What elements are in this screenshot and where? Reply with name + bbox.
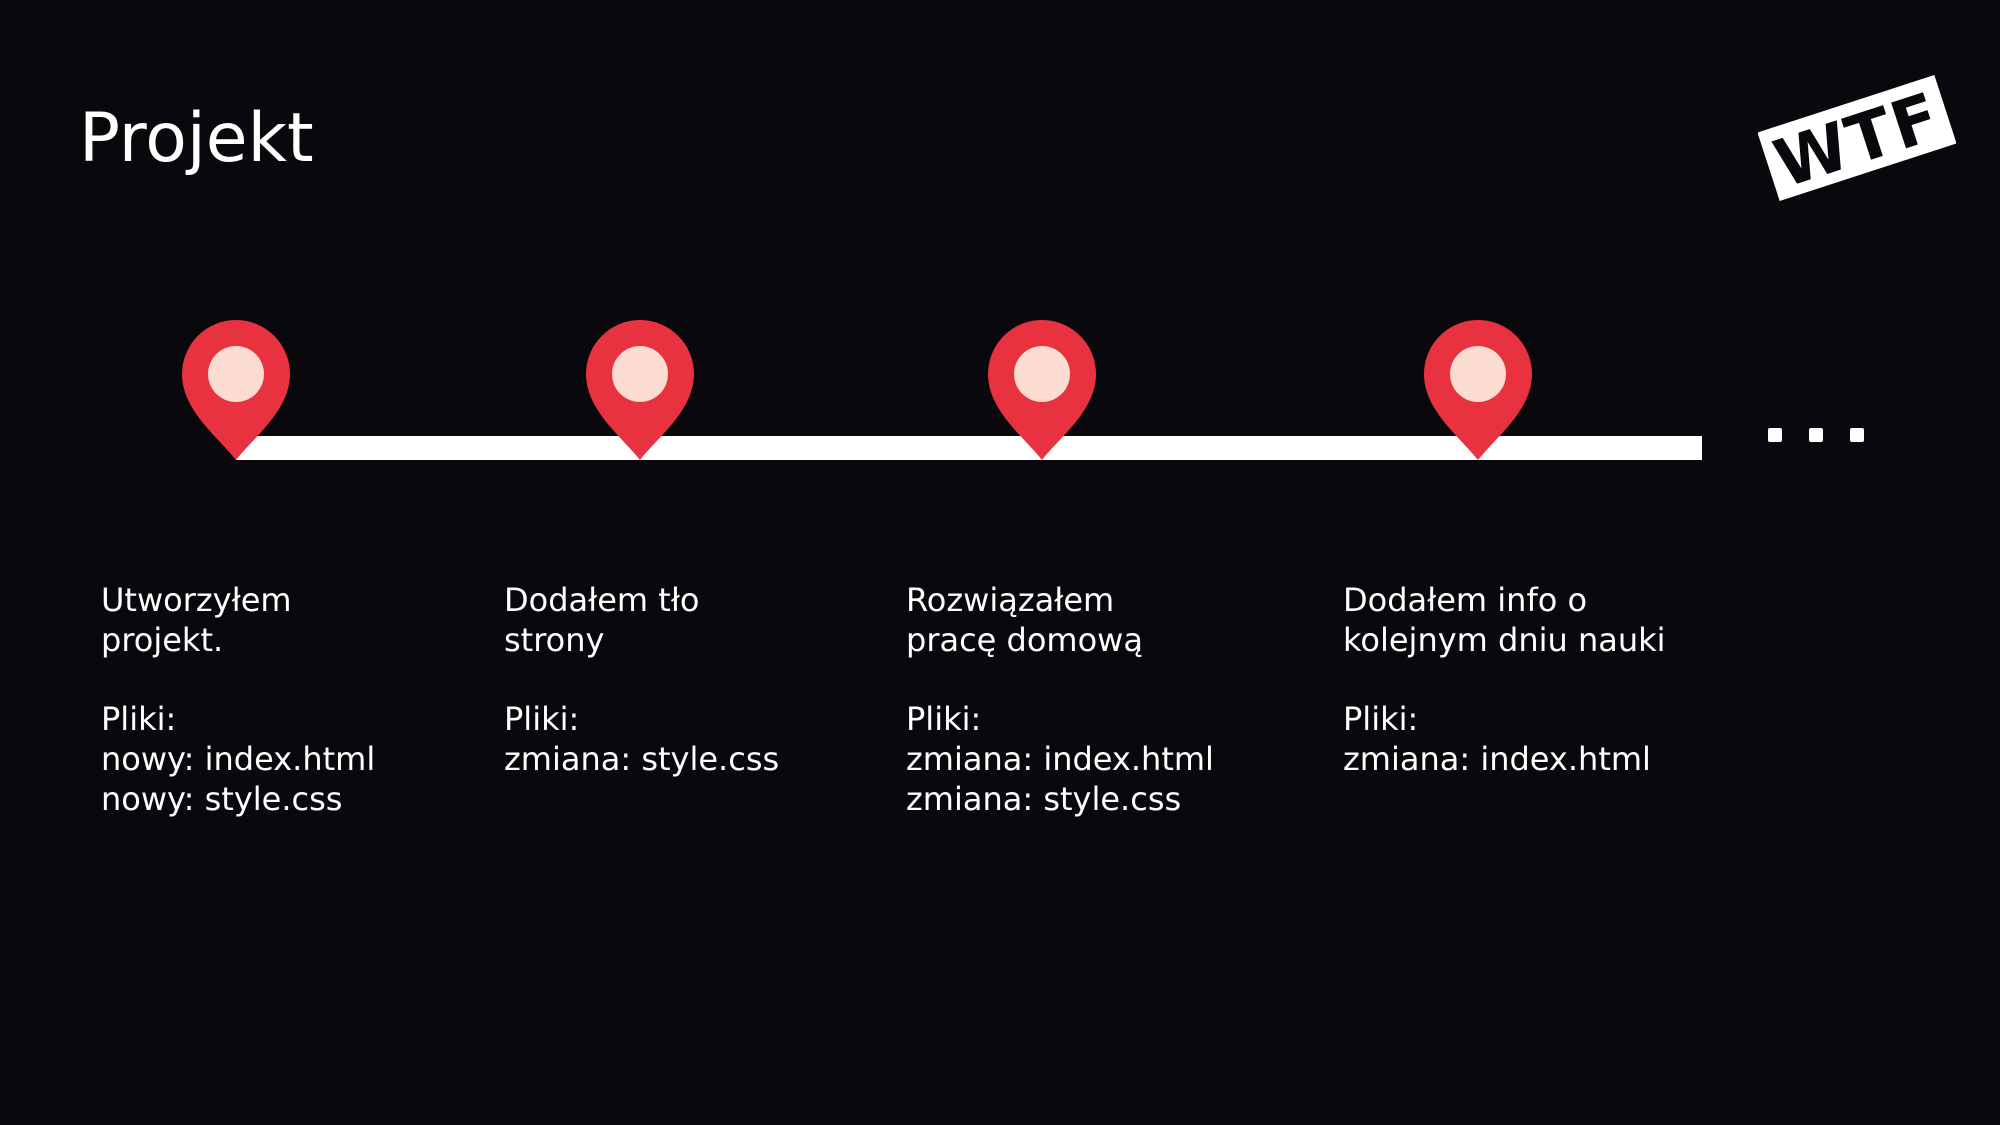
event-description-line: strony bbox=[504, 621, 605, 659]
timeline-event: Rozwiązałem pracę domową Pliki: zmiana: ind… bbox=[906, 580, 1306, 819]
wtf-logo-icon: WTF bbox=[1758, 75, 1956, 203]
timeline-event: Utworzyłem projekt. Pliki: nowy: index.html… bbox=[101, 580, 501, 819]
timeline-event: Dodałem info o kolejnym dniu nauki Pliki: z… bbox=[1343, 580, 1743, 779]
event-description-line: Utworzyłem bbox=[101, 581, 292, 619]
event-description-line: Rozwiązałem bbox=[906, 581, 1115, 619]
event-description: Dodałem tło strony bbox=[504, 580, 904, 660]
event-description: Rozwiązałem pracę domową bbox=[906, 580, 1306, 660]
map-pin-icon bbox=[988, 320, 1096, 460]
event-description-line: Dodałem tło bbox=[504, 581, 700, 619]
map-pin-icon bbox=[182, 320, 290, 460]
file-change-item: zmiana: style.css bbox=[504, 740, 780, 778]
timeline-event: Dodałem tło strony Pliki: zmiana: style.css bbox=[504, 580, 904, 779]
file-change-item: zmiana: style.css bbox=[906, 780, 1182, 818]
file-change-item: zmiana: index.html bbox=[906, 740, 1214, 778]
files-label: Pliki: bbox=[906, 700, 982, 738]
files-label: Pliki: bbox=[504, 700, 580, 738]
event-files: Pliki: zmiana: index.html bbox=[1343, 699, 1743, 779]
event-description: Utworzyłem projekt. bbox=[101, 580, 501, 660]
event-description-line: kolejnym dniu nauki bbox=[1343, 621, 1666, 659]
file-change-item: nowy: style.css bbox=[101, 780, 343, 818]
event-description-line: pracę domową bbox=[906, 621, 1143, 659]
map-pin-icon bbox=[1424, 320, 1532, 460]
file-change-item: nowy: index.html bbox=[101, 740, 376, 778]
event-description: Dodałem info o kolejnym dniu nauki bbox=[1343, 580, 1743, 660]
ellipsis-dot-icon bbox=[1850, 428, 1864, 442]
event-description-line: projekt. bbox=[101, 621, 224, 659]
files-label: Pliki: bbox=[101, 700, 177, 738]
map-pin-icon bbox=[586, 320, 694, 460]
ellipsis-dot-icon bbox=[1809, 428, 1823, 442]
logo-text: WTF bbox=[1766, 78, 1950, 203]
files-label: Pliki: bbox=[1343, 700, 1419, 738]
event-files: Pliki: zmiana: style.css bbox=[504, 699, 904, 779]
event-files: Pliki: nowy: index.html nowy: style.css bbox=[101, 699, 501, 819]
file-change-item: zmiana: index.html bbox=[1343, 740, 1651, 778]
event-files: Pliki: zmiana: index.html zmiana: style.cs… bbox=[906, 699, 1306, 819]
ellipsis-dot-icon bbox=[1768, 428, 1782, 442]
event-description-line: Dodałem info o bbox=[1343, 581, 1588, 619]
timeline-bar bbox=[236, 436, 1702, 460]
page-title: Projekt bbox=[79, 99, 314, 178]
